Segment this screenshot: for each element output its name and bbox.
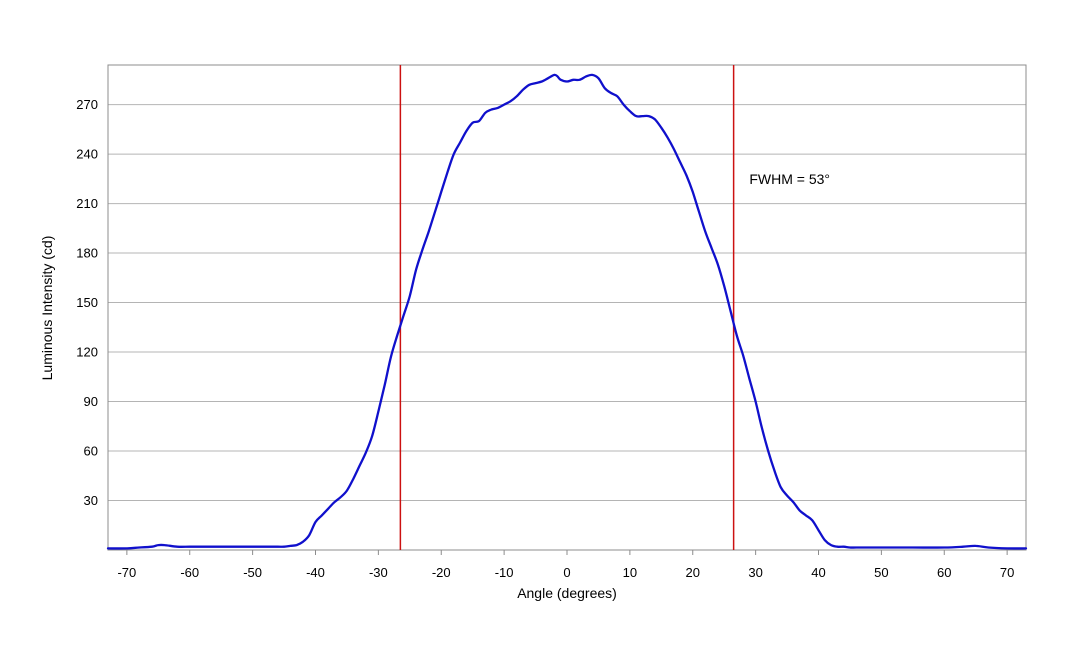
- x-tick-label: -10: [495, 565, 514, 580]
- y-tick-label: 210: [76, 196, 98, 211]
- y-tick-label: 270: [76, 97, 98, 112]
- x-tick-label: 10: [623, 565, 637, 580]
- x-tick-label: 40: [811, 565, 825, 580]
- x-tick-label: -60: [180, 565, 199, 580]
- x-tick-label: 0: [563, 565, 570, 580]
- y-axis-title: Luminous Intensity (cd): [39, 236, 55, 381]
- y-tick-label: 180: [76, 246, 98, 261]
- annotations: FWHM = 53°: [749, 171, 830, 187]
- x-tick-label: 20: [686, 565, 700, 580]
- y-tick-label: 90: [84, 394, 98, 409]
- plot-area-frame: [107, 64, 1027, 551]
- x-tick-labels: -70 -60 -50 -40 -30 -20 -10 0 10 20 30 40 50 60 70: [117, 550, 1014, 580]
- intensity-curve: [106, 73, 1028, 550]
- x-tick-label: 50: [874, 565, 888, 580]
- x-tick-label: 60: [937, 565, 951, 580]
- y-tick-label: 120: [76, 345, 98, 360]
- y-tick-label: 150: [76, 295, 98, 310]
- x-axis-title: Angle (degrees): [517, 585, 617, 601]
- y-tick-label: 30: [84, 493, 98, 508]
- fwhm-marker-lines: [399, 65, 735, 550]
- y-tick-labels: 30 60 90 120 150 180 210 240 270: [76, 97, 98, 508]
- x-tick-label: -20: [432, 565, 451, 580]
- series-layer: [106, 73, 1028, 550]
- grid-lines: [108, 104, 1026, 502]
- y-tick-label: 240: [76, 147, 98, 162]
- fwhm-annotation: FWHM = 53°: [749, 171, 830, 187]
- x-tick-label: 70: [1000, 565, 1014, 580]
- x-tick-label: 30: [748, 565, 762, 580]
- x-tick-label: -50: [243, 565, 262, 580]
- y-tick-label: 60: [84, 444, 98, 459]
- x-tick-label: -40: [306, 565, 325, 580]
- x-tick-label: -30: [369, 565, 388, 580]
- x-tick-label: -70: [117, 565, 136, 580]
